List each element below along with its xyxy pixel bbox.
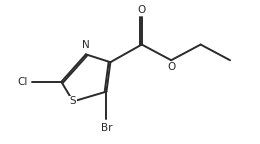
Text: Br: Br	[101, 123, 112, 133]
Text: Cl: Cl	[18, 77, 28, 87]
Text: O: O	[167, 62, 175, 72]
Text: S: S	[70, 96, 76, 106]
Text: N: N	[82, 40, 90, 50]
Text: O: O	[138, 5, 146, 15]
